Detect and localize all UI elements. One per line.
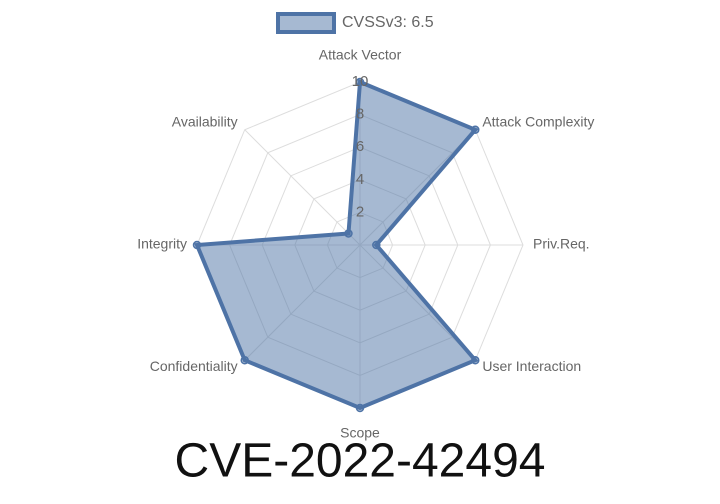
r-tick-label: 2 [356,203,364,220]
axis-label: User Interaction [482,358,581,374]
spoke [244,129,361,246]
axis-label: Scope [340,425,380,441]
radar-point [344,229,353,238]
chart-title: CVE-2022-42494 [175,435,546,488]
axis-label: Attack Complexity [482,113,594,129]
radar-point [355,403,365,413]
axis-label: Priv.Req. [533,236,590,252]
legend-label: CVSSv3: 6.5 [342,14,434,31]
legend-swatch [276,12,336,34]
radar-point [471,356,480,365]
r-tick-label: 8 [356,106,364,123]
axis-label: Confidentiality [150,358,238,374]
axis-label: Integrity [137,236,187,252]
radar-point [192,240,202,250]
radar-point [355,77,365,87]
axis-label: Attack Vector [319,47,402,63]
r-tick-label: 6 [356,138,364,155]
radar-point [240,356,249,365]
radar-point [372,240,381,250]
r-tick-label: 10 [352,73,369,90]
radar-point [471,125,480,134]
r-tick-label: 4 [356,171,364,188]
axis-label: Availability [172,113,238,129]
